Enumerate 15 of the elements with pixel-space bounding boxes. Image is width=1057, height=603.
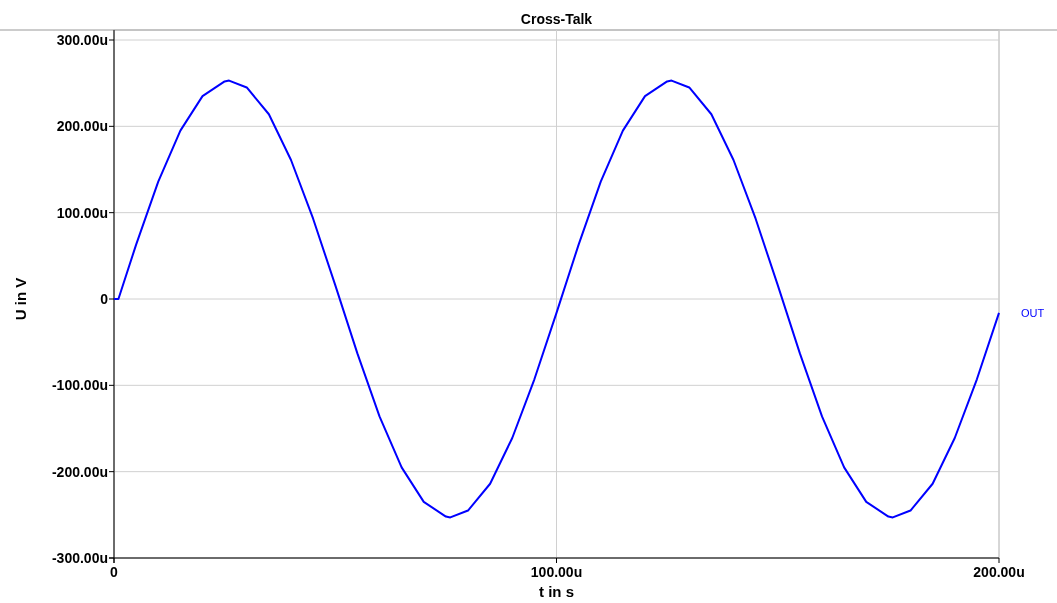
line-series bbox=[113, 79, 1000, 519]
chart-title: Cross-Talk bbox=[520, 11, 593, 27]
x-tick-label: 200.00u bbox=[973, 564, 1025, 580]
y-tick-label: -300.00u bbox=[51, 550, 108, 566]
y-tick-label: 200.00u bbox=[56, 118, 108, 135]
y-tick-label: -100.00u bbox=[51, 377, 108, 394]
y-tick-label: 300.00u bbox=[56, 32, 108, 48]
y-tick-label: -200.00u bbox=[51, 463, 108, 480]
series-label: OUT bbox=[1021, 306, 1045, 319]
y-axis-title: U in V bbox=[12, 277, 29, 321]
y-tick-label: 0 bbox=[100, 291, 109, 307]
y-tick-label: 100.00u bbox=[56, 204, 108, 221]
x-tick-label: 100.00u bbox=[530, 564, 583, 580]
x-tick-label: 0 bbox=[110, 564, 119, 580]
x-axis-title: t in s bbox=[538, 583, 575, 600]
